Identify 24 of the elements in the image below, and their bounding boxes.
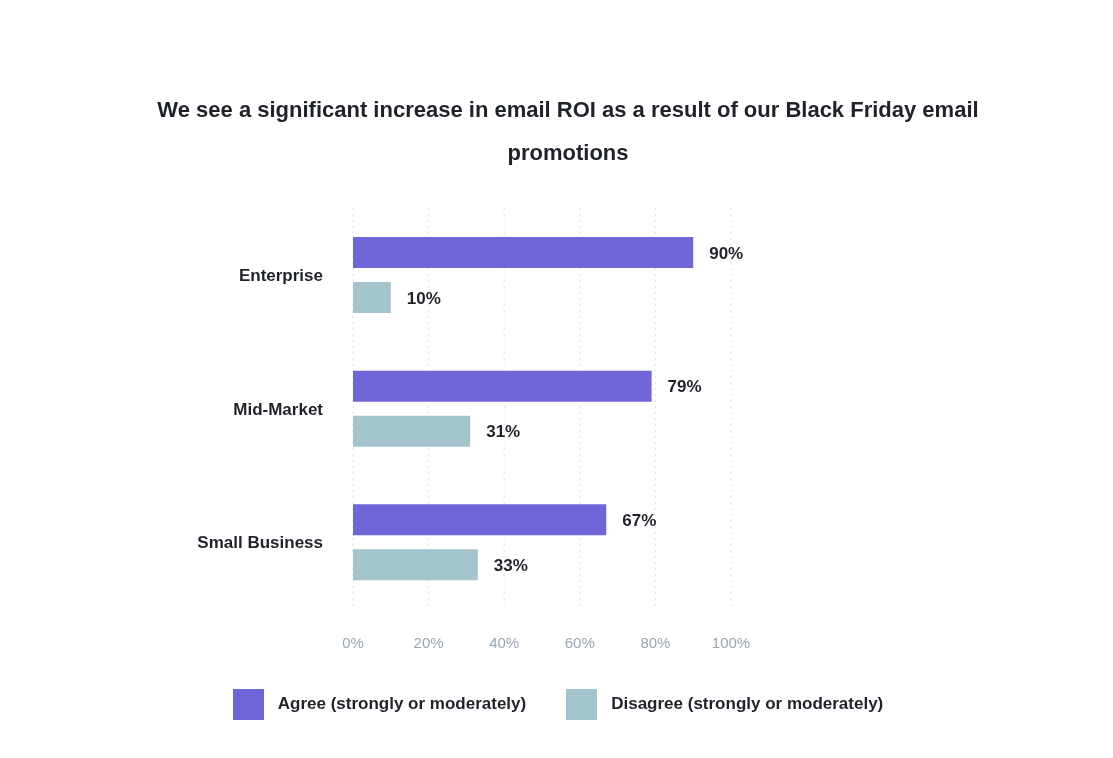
x-tick-label: 80% [640, 633, 671, 651]
x-tick-label: 60% [564, 633, 595, 651]
bar [353, 549, 478, 581]
x-tick-label: 40% [489, 633, 520, 651]
bar [353, 415, 471, 447]
data-label: 33% [493, 555, 528, 575]
y-tick-label: Mid-Market [233, 399, 324, 419]
x-tick-label: 20% [413, 633, 444, 651]
bar [353, 237, 694, 268]
bar [353, 370, 652, 402]
y-tick-label: Small Business [197, 533, 323, 553]
data-label: 79% [667, 377, 702, 397]
data-label: 90% [709, 243, 744, 263]
legend-label: Agree (strongly or moderately) [277, 693, 527, 713]
bar [353, 282, 391, 313]
x-tick-label: 0% [342, 633, 364, 651]
data-label: 67% [622, 510, 657, 530]
chart-title: We see a significant increase in email ROI as a result of our Black Friday email promotions [156, 96, 980, 167]
data-label: 31% [486, 422, 521, 442]
x-tick-label: 100% [711, 633, 751, 651]
bar [353, 504, 607, 536]
y-tick-label: Enterprise [238, 265, 323, 285]
legend-label: Disagree (strongly or moderately) [611, 693, 884, 713]
data-label: 10% [406, 288, 441, 308]
